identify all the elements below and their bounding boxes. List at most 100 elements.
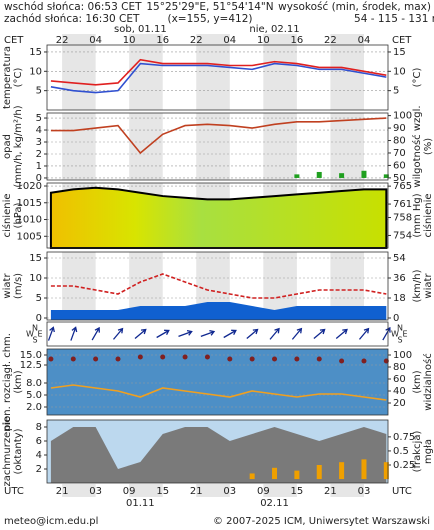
bar bbox=[316, 171, 322, 178]
compass-label: N bbox=[32, 324, 38, 333]
time-stripe bbox=[330, 113, 364, 180]
bar bbox=[383, 174, 389, 178]
height: 54 - 115 - 131 m bbox=[354, 13, 434, 25]
y-tick-label: 10 bbox=[29, 273, 42, 284]
y-tick-label: 80 bbox=[393, 362, 406, 373]
y-tick-label: 10 bbox=[29, 66, 42, 77]
wind-arrow bbox=[382, 326, 391, 341]
y-tick-label: 40 bbox=[393, 386, 406, 397]
axis-title: (mm/h, kg/m²/h) bbox=[13, 105, 24, 187]
axis-title: (m/s) bbox=[13, 273, 24, 299]
y-tick-label: 1 bbox=[36, 161, 42, 172]
bar bbox=[383, 462, 389, 480]
wind-arrow bbox=[358, 327, 370, 340]
x-tick-label: 16 bbox=[156, 35, 169, 46]
y-tick-label: 36 bbox=[393, 273, 406, 284]
x-tick-label: 03 bbox=[223, 486, 236, 497]
panel-frame bbox=[46, 348, 389, 416]
y-tick-label: 100 bbox=[393, 350, 412, 361]
dot bbox=[272, 356, 278, 362]
axis-title: mgła bbox=[423, 439, 434, 464]
y-tick-label: 754 bbox=[393, 230, 412, 241]
series-area bbox=[50, 427, 387, 483]
y-tick-label: 758 bbox=[393, 213, 412, 224]
compass-label: E bbox=[402, 330, 407, 339]
x-tick-label: 09 bbox=[123, 486, 136, 497]
axis-title: opad bbox=[2, 134, 13, 159]
y-tick-label: 5 bbox=[36, 86, 42, 97]
time-stripe bbox=[129, 484, 163, 497]
y-tick-label: 8.0 bbox=[26, 378, 42, 389]
axis-title: (mm Hg) bbox=[412, 193, 423, 237]
series-line bbox=[50, 117, 387, 155]
y-tick-label: 1005 bbox=[17, 231, 42, 242]
dot bbox=[137, 354, 143, 360]
compass-label: S bbox=[397, 336, 402, 345]
y-tick-label: 3 bbox=[36, 137, 42, 148]
x-tick-label: 10 bbox=[123, 35, 136, 46]
panel-frame bbox=[46, 419, 389, 484]
day-label: sob, 01.11 bbox=[114, 24, 167, 35]
x-tick-label: 22 bbox=[190, 35, 203, 46]
cet-label: CET bbox=[392, 35, 412, 46]
wind-arrow bbox=[313, 328, 326, 339]
utc-label: UTC bbox=[4, 486, 24, 497]
time-stripe bbox=[263, 45, 297, 110]
y-tick-label: 0.5 bbox=[393, 446, 409, 457]
y-tick-label: 1020 bbox=[17, 181, 42, 192]
y-tick-label: 15 bbox=[29, 253, 42, 264]
dot bbox=[361, 358, 367, 364]
y-tick-label: 70 bbox=[393, 148, 406, 159]
x-tick-label: 10 bbox=[257, 35, 270, 46]
y-tick-label: 100 bbox=[393, 111, 412, 122]
time-stripe bbox=[62, 45, 96, 110]
wind-arrow bbox=[112, 327, 124, 340]
cet-label: CET bbox=[4, 35, 24, 46]
panel-frame bbox=[46, 251, 389, 321]
y-tick-label: 5 bbox=[36, 293, 42, 304]
wind-arrow bbox=[200, 329, 216, 338]
y-tick-label: 2 bbox=[36, 149, 42, 160]
y-tick-label: 80 bbox=[393, 136, 406, 147]
wind-arrow bbox=[269, 327, 280, 340]
compass-label: E bbox=[37, 330, 42, 339]
y-tick-label: 2.0 bbox=[26, 402, 42, 413]
y-tick-label: 54 bbox=[393, 253, 406, 264]
x-tick-label: 04 bbox=[358, 35, 371, 46]
day-label: 01.11 bbox=[126, 498, 155, 509]
wind-arrow bbox=[178, 329, 193, 338]
x-tick-label: 04 bbox=[223, 35, 236, 46]
x-tick-label: 03 bbox=[358, 486, 371, 497]
time-stripe bbox=[62, 34, 96, 45]
x-tick-label: 15 bbox=[291, 486, 304, 497]
bar bbox=[316, 465, 322, 480]
bar bbox=[339, 173, 345, 178]
time-stripe bbox=[129, 45, 163, 110]
compass-label: W bbox=[26, 330, 34, 339]
bar bbox=[294, 470, 300, 480]
bar bbox=[361, 459, 367, 480]
y-tick-label: 8 bbox=[36, 422, 42, 433]
utc-label: UTC bbox=[392, 486, 412, 497]
series-area bbox=[49, 186, 388, 249]
time-stripe bbox=[330, 34, 364, 45]
y-tick-label: 0 bbox=[36, 173, 42, 184]
x-tick-label: 15 bbox=[156, 486, 169, 497]
axis-title: wiatr bbox=[2, 273, 13, 299]
wind-arrow bbox=[47, 326, 55, 341]
x-tick-label: 09 bbox=[257, 486, 270, 497]
axis-title: (°C) bbox=[412, 68, 423, 88]
time-stripe bbox=[330, 45, 364, 110]
dot bbox=[93, 356, 99, 362]
dot bbox=[115, 356, 121, 362]
axis-title: wilgotność wzgl. bbox=[411, 105, 423, 187]
x-tick-label: 21 bbox=[190, 486, 203, 497]
footer-left: meteo@icm.edu.pl bbox=[4, 516, 98, 527]
y-tick-label: 60 bbox=[393, 160, 406, 171]
panel-bg bbox=[47, 349, 388, 415]
y-tick-label: 4 bbox=[36, 125, 42, 136]
y-tick-label: 1010 bbox=[17, 215, 42, 226]
bar bbox=[272, 467, 278, 480]
grid-point: (x=155, y=412) bbox=[168, 13, 253, 25]
